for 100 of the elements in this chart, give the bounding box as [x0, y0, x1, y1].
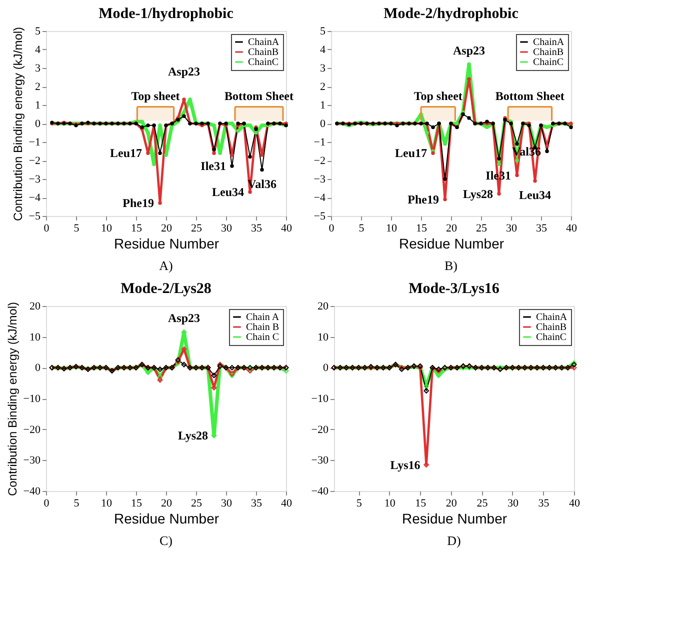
- x-tick-label: 30: [221, 222, 232, 234]
- legend-label: Chain C: [246, 332, 280, 343]
- annotation: Leu17: [394, 146, 427, 160]
- legend-label: ChainC: [536, 332, 567, 343]
- y-tick-label: 4: [35, 44, 41, 56]
- x-tick-label: 40: [569, 498, 580, 510]
- x-axis-title: Residue Number: [402, 510, 508, 526]
- x-tick-label: 30: [506, 222, 518, 234]
- band-label: Bottom Sheet: [224, 88, 294, 103]
- y-axis-title: Contribution Binding energy (kJ/mol): [10, 26, 25, 222]
- x-tick-label: 5: [74, 498, 80, 510]
- annotation: Leu34: [518, 188, 552, 202]
- legend-label: Chain B: [246, 322, 280, 333]
- band-label: Top sheet: [131, 88, 180, 103]
- y-tick-label: −2: [314, 155, 326, 167]
- x-tick-label: 40: [281, 498, 292, 510]
- y-tick-label: 10: [318, 331, 329, 344]
- x-axis-title: Residue Number: [398, 236, 504, 252]
- x-tick-label: 10: [386, 222, 398, 234]
- y-tick-label: −10: [23, 393, 41, 405]
- legend-label: ChainA: [536, 312, 568, 323]
- y-tick-label: −30: [311, 454, 329, 467]
- chart-title: Mode-1/hydrophobic: [98, 6, 234, 22]
- y-tick-label: −2: [28, 155, 40, 167]
- y-tick-label: 2: [320, 81, 326, 93]
- legend-label: ChainB: [248, 47, 279, 58]
- x-tick-label: 20: [446, 222, 458, 234]
- text: D): [447, 533, 461, 548]
- band-label: Bottom Sheet: [495, 88, 564, 103]
- x-tick-label: 40: [566, 222, 578, 234]
- annotation: Asp23: [168, 64, 200, 78]
- legend-label: ChainA: [248, 37, 280, 48]
- x-tick-label: 30: [507, 498, 519, 510]
- x-tick-label: 5: [358, 222, 365, 234]
- x-tick-label: 35: [538, 498, 550, 510]
- y-tick-label: 0: [35, 362, 41, 374]
- x-axis-title: Residue Number: [114, 236, 220, 252]
- x-tick-label: 35: [251, 498, 262, 510]
- x-tick-label: 5: [74, 222, 80, 234]
- y-tick-label: 20: [318, 300, 329, 312]
- x-tick-label: 35: [536, 222, 548, 234]
- legend-label: Chain A: [246, 312, 280, 323]
- y-axis-title: Contribution Binding energy (kJ/mol): [5, 302, 20, 496]
- legend-label: ChainA: [533, 37, 565, 48]
- y-tick-label: 3: [35, 62, 41, 74]
- x-tick-label: 40: [281, 222, 292, 234]
- chart-title: Mode-2/hydrophobic: [384, 6, 519, 22]
- band-label: Top sheet: [414, 88, 462, 103]
- x-tick-label: 35: [251, 222, 262, 234]
- y-tick-label: −20: [311, 424, 329, 436]
- x-tick-label: 10: [384, 498, 396, 510]
- x-tick-label: 25: [191, 222, 202, 234]
- y-tick-label: 4: [320, 44, 326, 56]
- y-tick-label: −4: [28, 192, 41, 204]
- x-tick-label: 0: [44, 498, 50, 510]
- x-tick-label: 10: [101, 498, 112, 510]
- y-tick-label: −10: [311, 393, 329, 405]
- y-tick-label: −5: [28, 210, 41, 222]
- y-tick-label: 5: [320, 26, 326, 38]
- y-tick-label: −3: [28, 174, 41, 186]
- text: C): [160, 533, 172, 548]
- x-tick-label: 20: [161, 498, 172, 510]
- y-tick-label: −30: [23, 454, 41, 467]
- y-tick-label: −1: [314, 136, 326, 148]
- x-tick-label: 15: [131, 222, 142, 234]
- y-tick-label: −4: [314, 192, 326, 204]
- x-tick-label: 15: [416, 222, 428, 234]
- y-tick-label: 5: [35, 26, 41, 38]
- y-tick-label: −40: [311, 486, 329, 498]
- y-tick-label: −3: [314, 174, 326, 186]
- annotation: Lys28: [462, 186, 493, 201]
- annotation: Ile31: [200, 159, 226, 174]
- legend-label: ChainB: [533, 47, 564, 58]
- x-tick-label: 15: [415, 498, 427, 510]
- legend-label: ChainB: [536, 322, 567, 333]
- annotation: Asp23: [452, 43, 486, 58]
- y-tick-label: 0: [323, 362, 329, 374]
- x-tick-label: 0: [44, 222, 50, 234]
- y-tick-label: 10: [30, 331, 41, 344]
- y-tick-label: 3: [320, 62, 326, 74]
- legend-label: ChainC: [248, 57, 279, 68]
- y-tick-label: −20: [23, 424, 41, 436]
- x-tick-label: 30: [221, 498, 232, 510]
- y-tick-label: −5: [314, 210, 326, 222]
- annotation: Leu17: [110, 146, 142, 160]
- y-tick-label: 1: [35, 100, 40, 112]
- y-tick-label: 0: [320, 118, 326, 130]
- annotation: Asp23: [168, 311, 200, 326]
- x-axis-title: Residue Number: [114, 510, 220, 526]
- y-tick-label: 2: [35, 81, 40, 93]
- annotation: Lys16: [390, 458, 420, 472]
- text: B): [444, 258, 458, 273]
- chart-title: Mode-2/Lys28: [120, 281, 212, 297]
- y-tick-label: −1: [28, 136, 40, 148]
- y-tick-label: −40: [23, 486, 41, 498]
- y-tick-label: 20: [30, 300, 41, 312]
- annotation: Lys28: [178, 428, 208, 442]
- x-tick-label: 15: [131, 498, 142, 510]
- y-tick-label: 0: [35, 118, 41, 130]
- text: A): [159, 258, 173, 273]
